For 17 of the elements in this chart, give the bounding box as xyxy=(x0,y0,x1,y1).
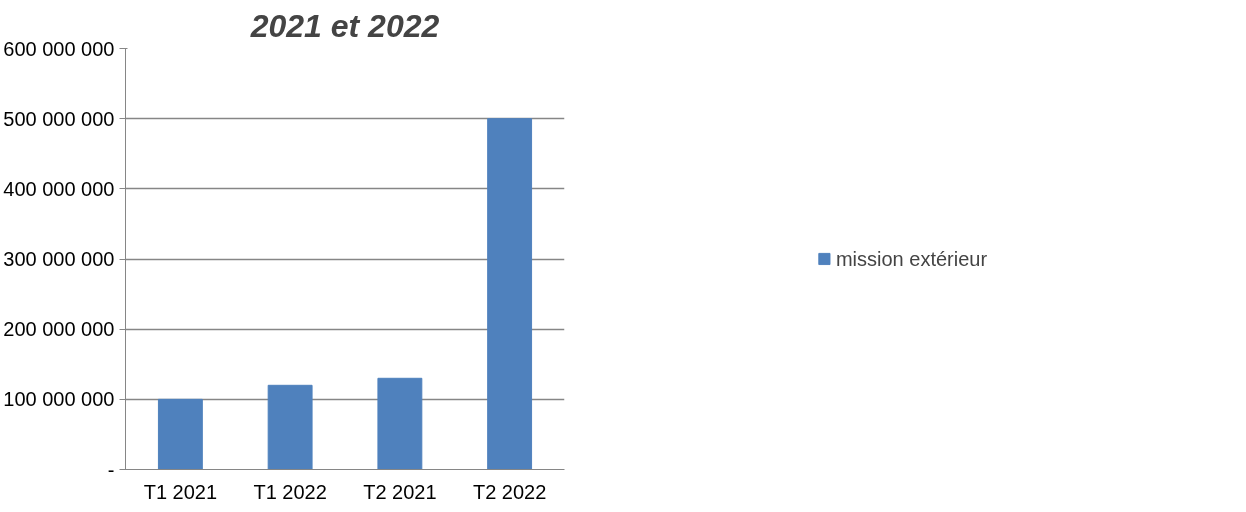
y-tick-label: 300 000 000 xyxy=(3,248,115,270)
y-tick-label: 400 000 000 xyxy=(3,177,115,200)
bar xyxy=(377,377,423,470)
y-tick-label: 200 000 000 xyxy=(3,318,115,341)
y-tick-label: 600 000 000 xyxy=(3,37,115,60)
x-tick-label: T1 2022 xyxy=(253,480,327,503)
y-tick-label: 100 000 000 xyxy=(3,388,115,411)
x-tick-label: T1 2021 xyxy=(143,480,218,503)
x-tick-label: T2 2022 xyxy=(472,480,547,503)
chart-title: 2021 et 2022 xyxy=(249,7,440,44)
bar xyxy=(487,118,533,470)
legend-label: mission extérieur xyxy=(835,247,988,270)
bar xyxy=(157,398,203,470)
x-tick-label: T2 2021 xyxy=(363,480,437,503)
y-tick-label: 500 000 000 xyxy=(3,107,115,130)
y-tick-label: - xyxy=(107,458,115,481)
bar xyxy=(267,384,313,470)
